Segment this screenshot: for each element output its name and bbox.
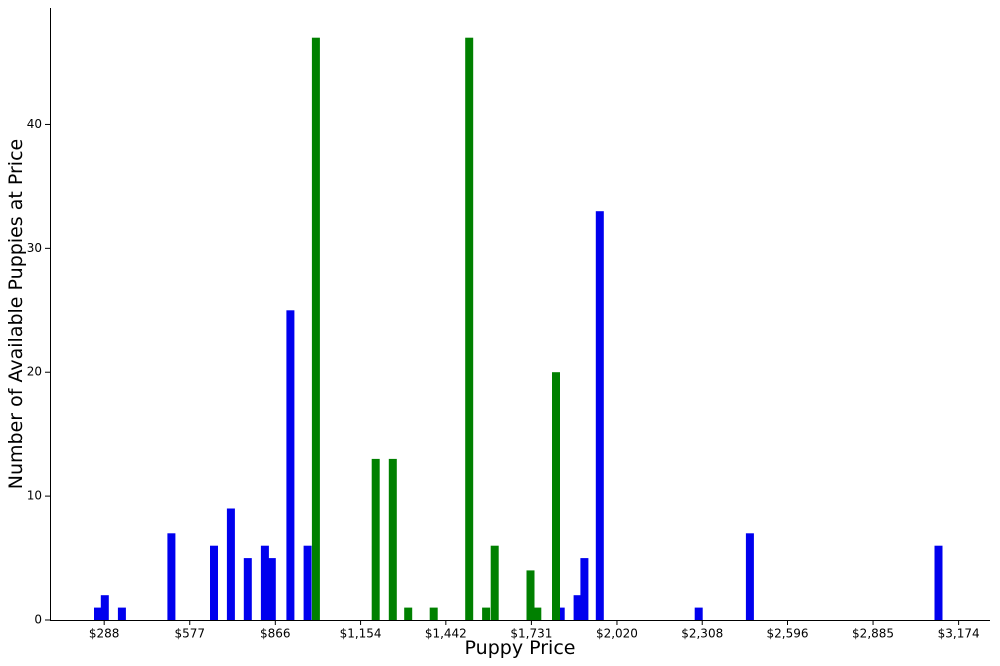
bar-green-9	[533, 607, 542, 620]
bar-blue-1	[100, 595, 109, 620]
x-tick-label: $288	[89, 627, 120, 641]
bar-blue-2	[117, 607, 126, 620]
bar-green-8	[526, 570, 535, 620]
y-tick-label: 10	[27, 489, 42, 503]
bar-blue-16	[745, 533, 754, 620]
bar-green-10	[552, 372, 560, 620]
x-tick-label: $2,885	[852, 627, 894, 641]
bar-blue-10	[303, 545, 312, 620]
x-tick-label: $2,308	[681, 627, 723, 641]
y-tick-label: 0	[34, 613, 42, 627]
bar-green-6	[482, 607, 491, 620]
bar-blue-14	[595, 211, 604, 620]
y-axis-ticks: 0 10 20 30 40	[27, 117, 50, 627]
y-tick-label: 40	[27, 117, 42, 131]
bar-blue-8	[267, 558, 276, 620]
y-tick-label: 30	[27, 241, 42, 255]
x-axis-ticks: $288 $577 $866 $1,154 $1,442 $1,731 $2,020 $2,3…	[89, 620, 980, 641]
x-tick-label: $3,174	[938, 627, 980, 641]
bar-green-7	[490, 545, 499, 620]
bar-blue-9	[286, 310, 295, 620]
bar-blue-0	[94, 607, 102, 620]
bar-green-3	[404, 607, 413, 620]
bar-blue-3	[167, 533, 176, 620]
x-tick-label: $2,020	[596, 627, 638, 641]
bar-blue-13	[580, 558, 589, 620]
bar-blue-5	[226, 508, 235, 620]
bar-green-4	[429, 607, 438, 620]
x-axis-label: Puppy Price	[465, 637, 576, 659]
bars-layer	[94, 37, 943, 620]
bar-blue-12	[573, 595, 582, 620]
bar-blue-15	[694, 607, 703, 620]
bar-blue-11	[556, 607, 565, 620]
x-tick-label: $866	[260, 627, 291, 641]
y-tick-label: 20	[27, 365, 42, 379]
x-tick-label: $577	[174, 627, 205, 641]
bar-green-1	[371, 458, 380, 620]
bar-blue-6	[243, 558, 252, 620]
bar-green-0	[311, 37, 320, 620]
x-tick-label: $1,731	[510, 627, 552, 641]
bar-blue-17	[934, 545, 943, 620]
bar-green-2	[388, 458, 397, 620]
bar-blue-4	[210, 545, 218, 620]
x-tick-label: $2,596	[766, 627, 808, 641]
bar-green-5	[465, 37, 474, 620]
x-tick-label: $1,442	[425, 627, 467, 641]
bar-blue-7	[260, 545, 269, 620]
y-axis-label: Number of Available Puppies at Price	[5, 139, 27, 489]
x-tick-label: $1,154	[340, 627, 382, 641]
